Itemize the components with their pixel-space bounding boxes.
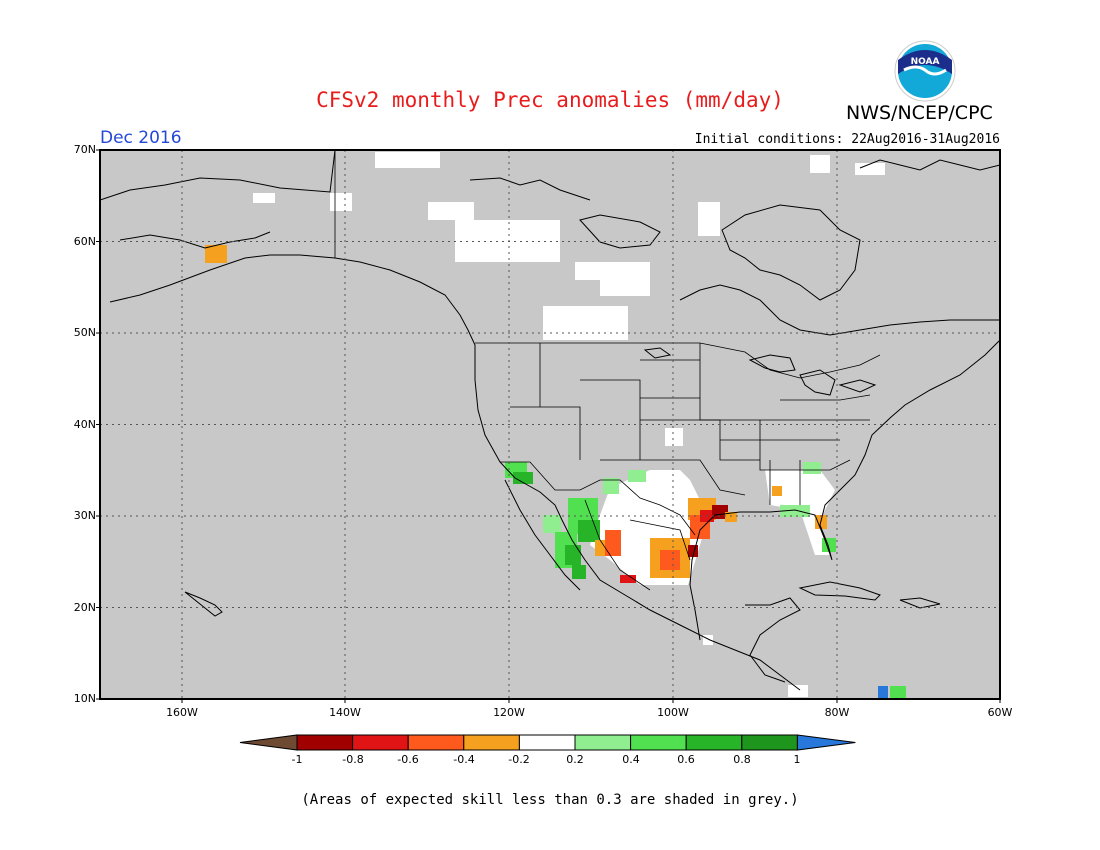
colorbar-tick: 0.8 <box>733 753 751 766</box>
colorbar-arrow-low <box>239 734 298 751</box>
chart-title: CFSv2 monthly Prec anomalies (mm/day) <box>316 88 784 112</box>
logo-text: NOAA <box>911 57 940 67</box>
forecast-month: Dec 2016 <box>100 128 182 148</box>
colorbar-segment <box>518 734 576 751</box>
lat-label-20n: 20N <box>73 601 96 614</box>
grid-lines <box>100 150 1000 699</box>
lon-label-120w: 120W <box>493 706 525 719</box>
colorbar-tick: -0.8 <box>342 753 364 766</box>
colorbar-segment <box>352 734 409 751</box>
lat-label-10n: 10N <box>73 692 96 705</box>
lon-label-100w: 100W <box>657 706 689 719</box>
noaa-logo: NOAA <box>894 40 956 102</box>
colorbar-segment <box>741 734 798 751</box>
lat-label-40n: 40N <box>73 418 96 431</box>
coastlines <box>100 150 1000 691</box>
colorbar-tick: 0.2 <box>566 753 584 766</box>
colorbar-segment <box>407 734 465 751</box>
colorbar-segment <box>463 734 520 751</box>
colorbar-tick: -0.4 <box>453 753 475 766</box>
colorbar-tick: 0.4 <box>622 753 640 766</box>
colorbar-tick: 0.6 <box>677 753 695 766</box>
positive-anomalies <box>505 462 906 698</box>
great-lakes <box>643 347 877 396</box>
colorbar-tick: -0.2 <box>508 753 530 766</box>
lon-label-140w: 140W <box>329 706 361 719</box>
colorbar-segment <box>296 734 354 751</box>
colorbar-segment <box>685 734 743 751</box>
colorbar-segment <box>574 734 632 751</box>
axis-ticks <box>96 149 1001 703</box>
lat-label-70n: 70N <box>73 143 96 156</box>
colorbar <box>239 734 856 751</box>
skill-note: (Areas of expected skill less than 0.3 a… <box>301 792 799 808</box>
lon-label-160w: 160W <box>166 706 198 719</box>
organization-label: NWS/NCEP/CPC <box>846 102 993 124</box>
initial-conditions: Initial conditions: 22Aug2016-31Aug2016 <box>694 132 1000 147</box>
negative-anomalies <box>205 245 888 698</box>
colorbar-tick: -1 <box>291 753 303 766</box>
lat-label-50n: 50N <box>73 326 96 339</box>
political-boundaries <box>334 150 881 591</box>
lat-label-30n: 30N <box>73 509 96 522</box>
lat-label-60n: 60N <box>73 235 96 248</box>
colorbar-tick: -0.6 <box>397 753 419 766</box>
colorbar-tick: 1 <box>793 753 801 766</box>
colorbar-segment <box>630 734 687 751</box>
lon-label-60w: 60W <box>987 706 1013 719</box>
colorbar-arrow-high <box>796 734 856 751</box>
lon-label-80w: 80W <box>824 706 850 719</box>
